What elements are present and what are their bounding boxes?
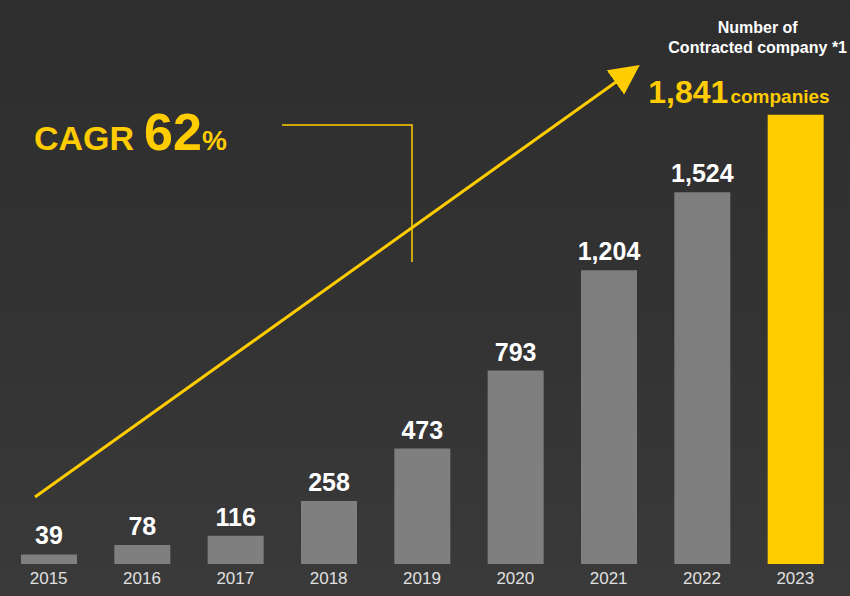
svg-text:258: 258 <box>308 468 350 496</box>
svg-text:Number of: Number of <box>718 19 799 36</box>
svg-text:116: 116 <box>215 503 255 531</box>
svg-text:2015: 2015 <box>30 569 68 588</box>
svg-text:473: 473 <box>401 416 443 444</box>
svg-text:2023: 2023 <box>776 569 814 588</box>
svg-text:CAGR62%: CAGR62% <box>34 103 227 161</box>
svg-text:78: 78 <box>128 512 156 540</box>
svg-text:2017: 2017 <box>216 569 254 588</box>
svg-text:2021: 2021 <box>590 569 628 588</box>
svg-text:1,204: 1,204 <box>578 237 641 265</box>
svg-text:2019: 2019 <box>403 569 441 588</box>
svg-text:2018: 2018 <box>310 569 348 588</box>
svg-text:2022: 2022 <box>683 569 721 588</box>
svg-text:793: 793 <box>495 338 537 366</box>
svg-text:Contracted company *1: Contracted company *1 <box>668 39 847 56</box>
svg-text:1,524: 1,524 <box>671 159 734 187</box>
svg-text:2016: 2016 <box>123 569 161 588</box>
svg-text:39: 39 <box>35 521 63 549</box>
svg-text:2020: 2020 <box>496 569 534 588</box>
svg-text:1,841companies: 1,841companies <box>648 74 829 110</box>
